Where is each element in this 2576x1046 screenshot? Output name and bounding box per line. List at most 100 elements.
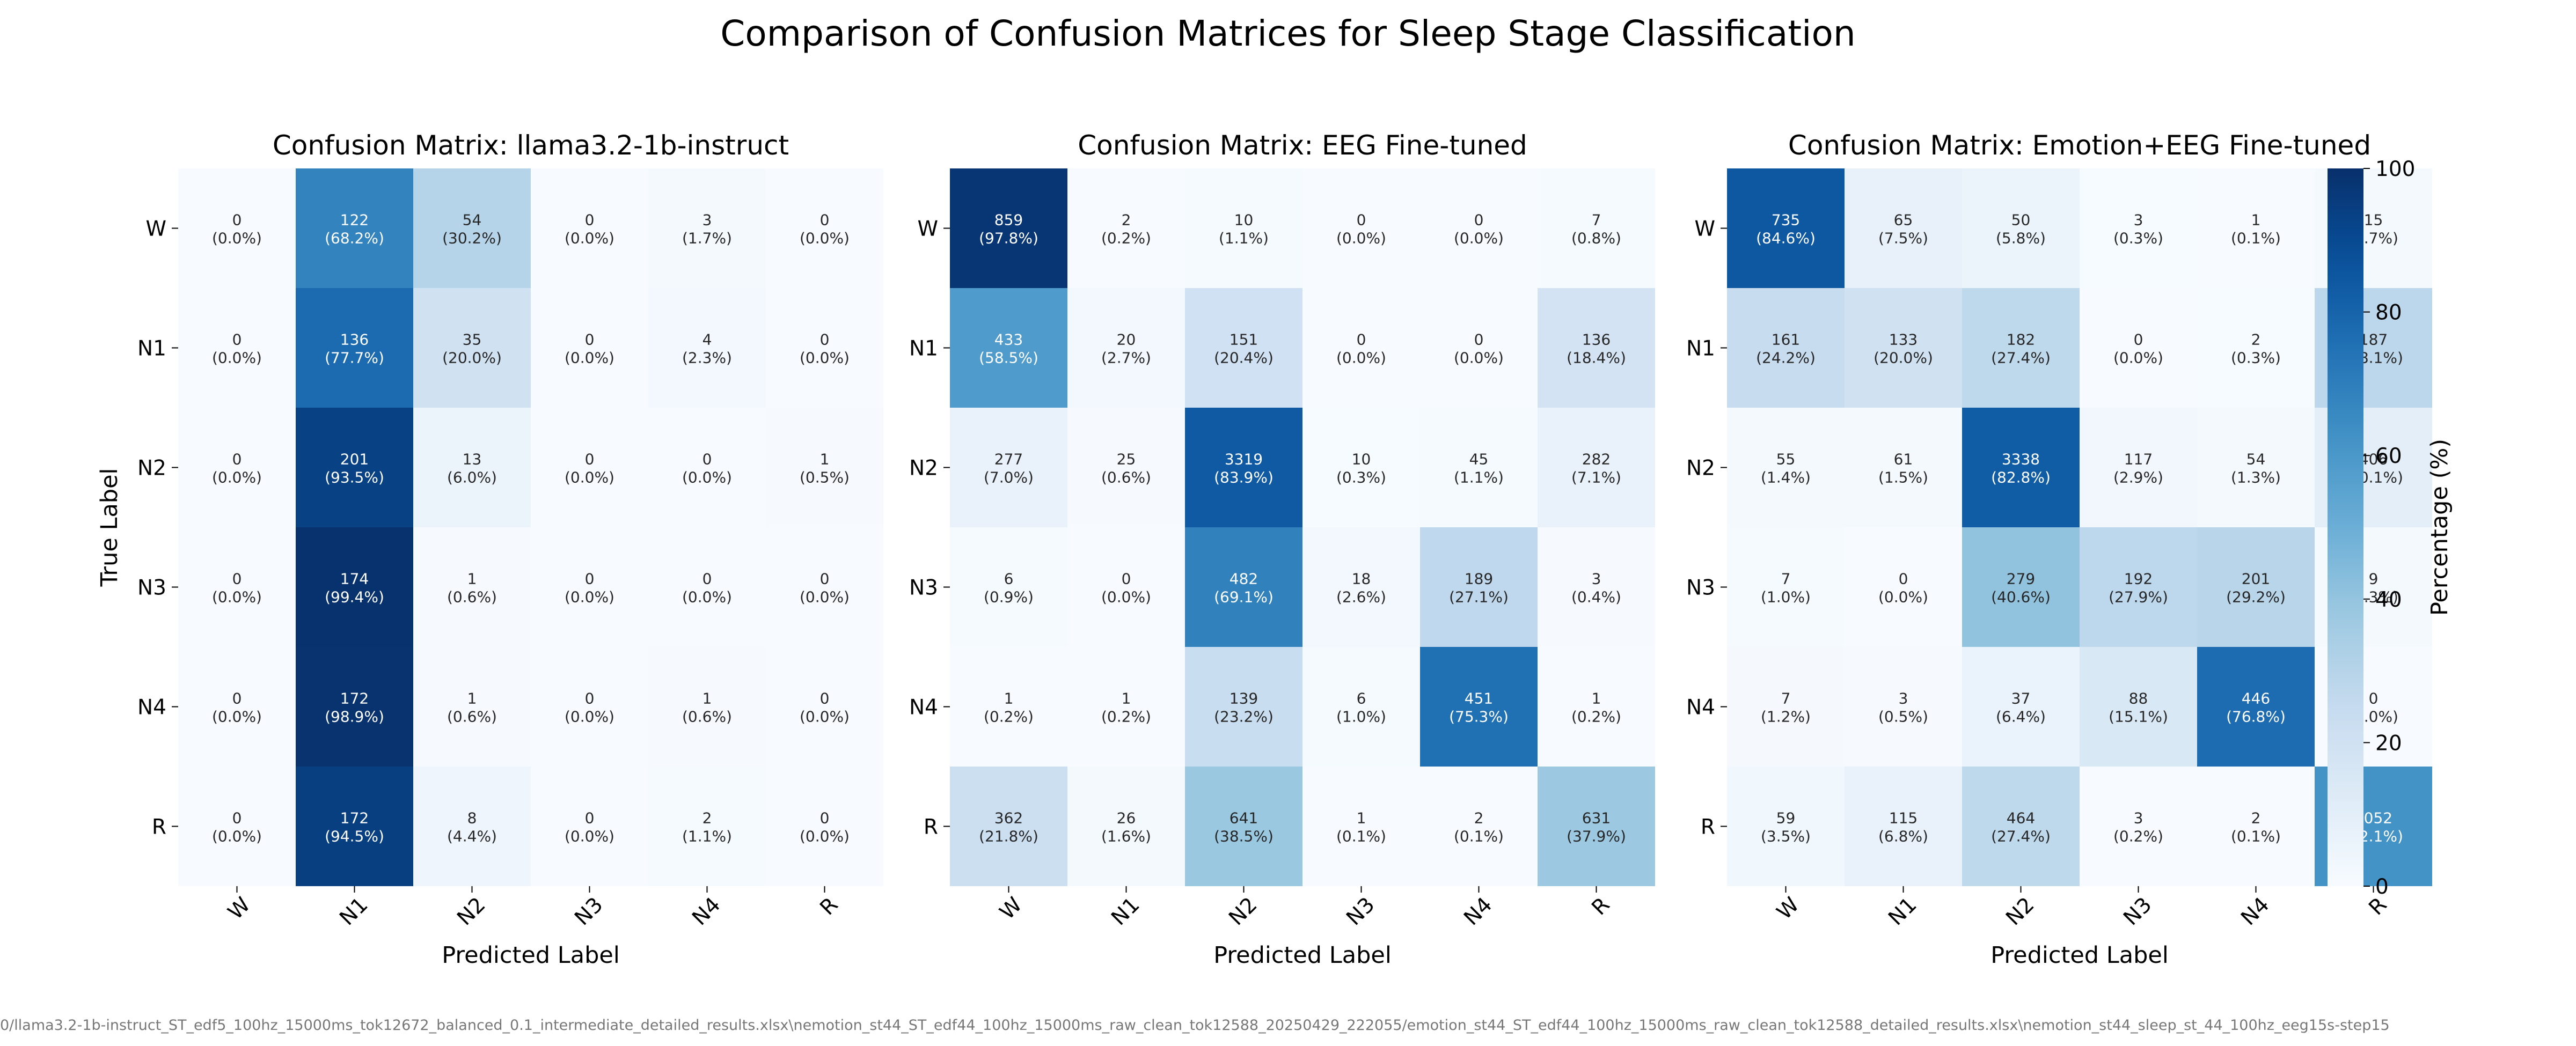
heatmap-cell: [1067, 168, 1185, 288]
colorbar-tick-label: 0: [2375, 875, 2389, 899]
heatmap-cell: [413, 168, 531, 288]
cell-count-label: 117: [2124, 451, 2153, 468]
cell-count-label: 0: [820, 331, 830, 349]
cell-percent-label: (84.6%): [1756, 230, 1816, 247]
cell-percent-label: (1.4%): [1761, 469, 1811, 487]
heatmap-cell: [296, 527, 413, 647]
heatmap-cell: [1420, 527, 1538, 647]
colorbar-tick-label: 20: [2375, 731, 2402, 755]
heatmap-cell: [1302, 647, 1420, 767]
colorbar-tick-label: 100: [2375, 157, 2415, 181]
cell-percent-label: (77.7%): [325, 349, 384, 367]
cell-count-label: 0: [1122, 570, 1131, 588]
cell-count-label: 18: [1352, 570, 1371, 588]
cell-count-label: 10: [1234, 211, 1254, 229]
x-axis-label: Predicted Label: [1213, 942, 1392, 969]
heatmap-cell: [648, 168, 766, 288]
colorbar-tick-label: 60: [2375, 444, 2402, 468]
cell-count-label: 0: [820, 211, 830, 229]
cell-percent-label: (0.0%): [565, 230, 614, 247]
y-tick-label: N1: [909, 337, 938, 361]
cell-count-label: 182: [2007, 331, 2035, 349]
cell-count-label: 45: [1469, 451, 1489, 468]
heatmap-cell: [766, 647, 883, 767]
cell-percent-label: (0.0%): [2113, 349, 2163, 367]
cell-percent-label: (29.2%): [2226, 588, 2286, 606]
cell-count-label: 0: [1357, 211, 1366, 229]
cell-percent-label: (20.4%): [1214, 349, 1274, 367]
heatmap-cell: [178, 168, 296, 288]
y-tick-label: N3: [137, 576, 166, 600]
heatmap-cell: [1727, 288, 1845, 408]
cell-count-label: 201: [340, 451, 369, 468]
x-tick-label: N1: [335, 893, 372, 930]
heatmap-cell: [2080, 527, 2197, 647]
x-tick-label: N1: [1107, 893, 1144, 930]
cell-count-label: 735: [1772, 211, 1800, 229]
cell-count-label: 8: [467, 809, 477, 827]
cell-count-label: 1: [1592, 690, 1601, 708]
cell-percent-label: (1.1%): [1219, 230, 1269, 247]
heatmap-cell: [1845, 527, 1962, 647]
heatmap-cell: [1185, 288, 1302, 408]
heatmap-cell: [1727, 408, 1845, 527]
cell-percent-label: (2.7%): [1101, 349, 1151, 367]
heatmap-cell: [950, 288, 1067, 408]
heatmap-cell: [1185, 408, 1302, 527]
cell-count-label: 277: [994, 451, 1023, 468]
heatmap-cell: [1962, 288, 2080, 408]
cell-count-label: 859: [994, 211, 1023, 229]
cell-percent-label: (0.8%): [1571, 230, 1621, 247]
heatmap-cell: [766, 767, 883, 886]
cell-percent-label: (40.6%): [1991, 588, 2051, 606]
cell-count-label: 136: [1582, 331, 1611, 349]
cell-percent-label: (0.0%): [212, 708, 262, 726]
cell-percent-label: (1.3%): [2231, 469, 2281, 487]
heatmap-cell: [1302, 288, 1420, 408]
heatmap-cell: [766, 527, 883, 647]
y-tick-label: W: [145, 217, 166, 241]
heatmap-cell: [1845, 647, 1962, 767]
cell-count-label: 464: [2007, 809, 2035, 827]
cell-percent-label: (94.5%): [325, 828, 384, 845]
y-tick-label: N4: [137, 696, 166, 720]
cell-count-label: 54: [2246, 451, 2266, 468]
cell-percent-label: (38.5%): [1214, 828, 1274, 845]
cell-count-label: 2: [2251, 331, 2261, 349]
heatmap-cell: [2080, 168, 2197, 288]
cell-percent-label: (15.1%): [2109, 708, 2168, 726]
cell-percent-label: (2.6%): [1336, 588, 1386, 606]
cell-count-label: 1: [1122, 690, 1131, 708]
x-tick-label: W: [1772, 893, 1804, 924]
cell-count-label: 1: [467, 690, 477, 708]
cell-count-label: 1: [1004, 690, 1014, 708]
cell-percent-label: (27.1%): [1449, 588, 1509, 606]
cell-percent-label: (0.0%): [1454, 230, 1504, 247]
cell-count-label: 406: [2359, 451, 2388, 468]
heatmap-cell: [950, 168, 1067, 288]
cell-percent-label: (27.4%): [1991, 349, 2051, 367]
cell-count-label: 2: [1122, 211, 1131, 229]
cell-count-label: 9: [2369, 570, 2379, 588]
cell-percent-label: (27.4%): [1991, 828, 2051, 845]
heatmap-cell: [1420, 647, 1538, 767]
cell-percent-label: (0.5%): [800, 469, 850, 487]
cell-percent-label: (4.4%): [447, 828, 497, 845]
cell-count-label: 20: [1117, 331, 1136, 349]
heatmap-cell: [1185, 647, 1302, 767]
cell-percent-label: (20.0%): [1874, 349, 1933, 367]
cell-count-label: 122: [340, 211, 369, 229]
x-tick-label: N4: [2236, 893, 2274, 930]
heatmap-cell: [2080, 767, 2197, 886]
cell-count-label: 0: [232, 690, 242, 708]
cell-percent-label: (1.1%): [682, 828, 732, 845]
cell-count-label: 3: [2134, 809, 2143, 827]
heatmap-cell: [1185, 527, 1302, 647]
heatmap-cell: [1845, 168, 1962, 288]
cell-percent-label: (27.9%): [2109, 588, 2168, 606]
y-tick-label: N1: [1686, 337, 1715, 361]
heatmap-cell: [1727, 168, 1845, 288]
y-tick-label: N3: [909, 576, 938, 600]
cell-count-label: 0: [585, 690, 595, 708]
